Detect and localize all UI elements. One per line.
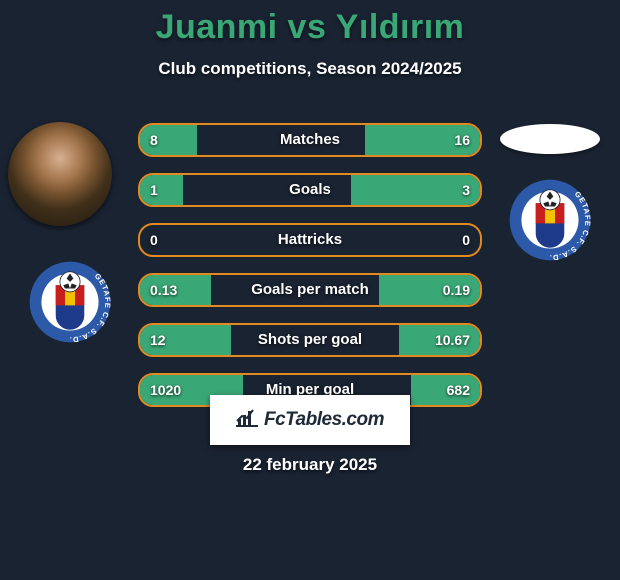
- stat-label: Matches: [140, 125, 480, 155]
- stat-row: 1210.67Shots per goal: [138, 323, 482, 357]
- club-badge-left-svg: GETAFE C.F. S.A.D.: [28, 260, 112, 344]
- page-subtitle: Club competitions, Season 2024/2025: [0, 59, 620, 79]
- stat-row: 816Matches: [138, 123, 482, 157]
- date-text: 22 february 2025: [0, 455, 620, 475]
- player-avatar-right-placeholder: [500, 124, 600, 154]
- stat-row: 13Goals: [138, 173, 482, 207]
- stats-area: 816Matches 13Goals 00Hattricks 0.130.19Goal…: [138, 123, 482, 423]
- club-badge-left: GETAFE C.F. S.A.D.: [28, 260, 112, 344]
- stat-row: 0.130.19Goals per match: [138, 273, 482, 307]
- brand-text: FcTables.com: [264, 409, 384, 431]
- stat-row: 00Hattricks: [138, 223, 482, 257]
- page-title: Juanmi vs Yıldırım: [0, 0, 620, 47]
- club-badge-right-svg: GETAFE C.F. S.A.D.: [508, 178, 592, 262]
- stat-label: Goals: [140, 175, 480, 205]
- stat-label: Shots per goal: [140, 325, 480, 355]
- stat-label: Goals per match: [140, 275, 480, 305]
- club-badge-right: GETAFE C.F. S.A.D.: [508, 178, 592, 262]
- comparison-infographic: Juanmi vs Yıldırım Club competitions, Se…: [0, 0, 620, 580]
- chart-icon: [236, 409, 258, 432]
- stat-label: Hattricks: [140, 225, 480, 255]
- player-avatar-left: [8, 122, 112, 226]
- brand-banner: FcTables.com: [210, 395, 410, 445]
